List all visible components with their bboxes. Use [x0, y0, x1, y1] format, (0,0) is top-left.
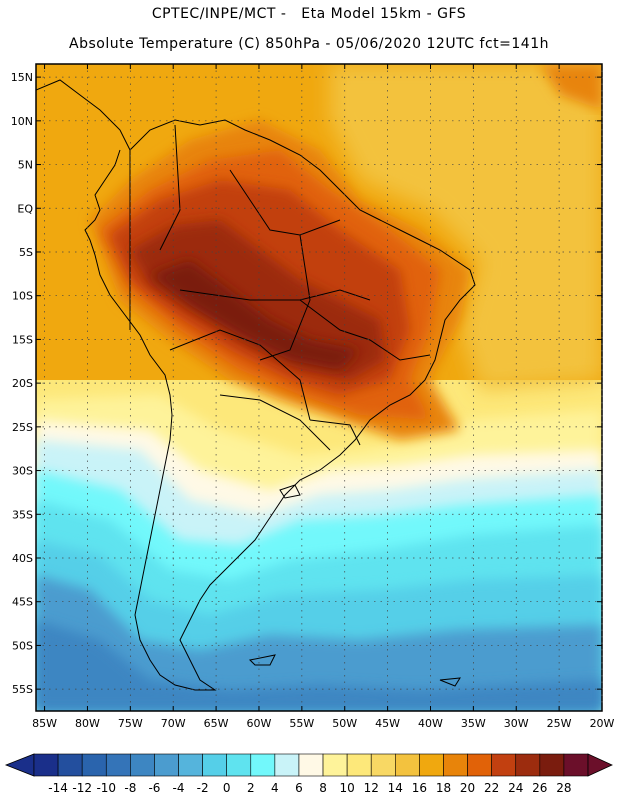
- legend-label: -12: [72, 781, 92, 795]
- longitude-label: 45W: [375, 717, 400, 730]
- legend-label: -4: [173, 781, 185, 795]
- latitude-label: 15N: [11, 71, 33, 84]
- longitude-label: 85W: [32, 717, 57, 730]
- legend-swatch: [491, 753, 517, 777]
- legend-swatch: [105, 753, 131, 777]
- legend-swatch: [370, 753, 396, 777]
- legend-max-arrow: [587, 753, 613, 777]
- legend-label: 20: [460, 781, 475, 795]
- legend-swatch: [515, 753, 541, 777]
- legend-label: 22: [484, 781, 499, 795]
- legend-swatch: [443, 753, 468, 777]
- legend-swatch: [57, 753, 83, 777]
- legend-label: 4: [271, 781, 279, 795]
- longitude-labels: 85W 80W 75W 70W 65W 60W 55W 50W 45W 40W 35W 30W 25W 2…: [32, 717, 614, 730]
- legend-label: -14: [48, 781, 68, 795]
- color-legend: -14 -12 -10 -8 -6 -4 -2 0 2 4 6 8 10 12 14 16 18 20 22 24 26…: [4, 753, 613, 795]
- longitude-label: 35W: [461, 717, 486, 730]
- legend-label: 16: [412, 781, 427, 795]
- legend-swatch: [154, 753, 179, 777]
- map-frame: [35, 63, 603, 712]
- legend-label: 26: [532, 781, 547, 795]
- latitude-label: EQ: [17, 202, 33, 215]
- longitude-label: 75W: [118, 717, 143, 730]
- coastlines: [36, 79, 476, 691]
- map-title: CPTEC/INPE/MCT - Eta Model 15km - GFS: [151, 6, 467, 22]
- legend-label: 8: [319, 781, 327, 795]
- latitude-label: 30S: [12, 465, 33, 478]
- axis-ticks: [36, 64, 603, 711]
- latitude-label: 5N: [18, 159, 33, 172]
- latitude-label: 25S: [12, 421, 33, 434]
- legend-min-arrow: [4, 753, 35, 777]
- legend-swatch: [298, 753, 324, 777]
- latitude-label: 45S: [12, 596, 33, 609]
- legend-label: 6: [295, 781, 303, 795]
- legend-swatch: [274, 753, 300, 777]
- longitude-label: 80W: [75, 717, 100, 730]
- legend-label: 2: [247, 781, 255, 795]
- longitude-label: 70W: [161, 717, 186, 730]
- legend-label: -8: [124, 781, 136, 795]
- legend-swatch: [250, 753, 276, 777]
- legend-label: 24: [508, 781, 523, 795]
- legend-label: 28: [556, 781, 571, 795]
- legend-swatch: [130, 753, 155, 777]
- legend-label: -2: [197, 781, 209, 795]
- legend-swatch: [539, 753, 565, 777]
- color-legend-labels: -14 -12 -10 -8 -6 -4 -2 0 2 4 6 8 10 12 14 16 18 20 22 24 26…: [48, 781, 571, 795]
- legend-swatch: [563, 753, 589, 777]
- latitude-label: 10N: [11, 115, 33, 128]
- latitude-label: 10S: [12, 290, 33, 303]
- longitude-label: 25W: [547, 717, 572, 730]
- latitude-label: 50S: [12, 639, 33, 652]
- legend-label: 10: [339, 781, 354, 795]
- legend-swatch: [467, 753, 492, 777]
- legend-swatch: [395, 753, 420, 777]
- latitude-label: 20S: [12, 377, 33, 390]
- legend-swatch: [33, 753, 59, 777]
- legend-label: -6: [148, 781, 160, 795]
- legend-swatch: [81, 753, 107, 777]
- legend-label: 12: [364, 781, 379, 795]
- temperature-field: [36, 64, 602, 711]
- latitude-label: 55S: [12, 683, 33, 696]
- latitude-label: 40S: [12, 552, 33, 565]
- longitude-label: 40W: [418, 717, 443, 730]
- legend-swatch: [346, 753, 372, 777]
- legend-label: 14: [388, 781, 403, 795]
- legend-label: 0: [223, 781, 231, 795]
- legend-swatch: [322, 753, 348, 777]
- latitude-label: 35S: [12, 508, 33, 521]
- longitude-label: 65W: [204, 717, 229, 730]
- latitude-labels: 15N 10N 5N EQ 5S 10S 15S 20S 25S 30S 35S 40S 45S 50S 5…: [11, 71, 34, 696]
- longitude-label: 55W: [289, 717, 314, 730]
- legend-swatch: [178, 753, 203, 777]
- legend-label: 18: [436, 781, 451, 795]
- map-subtitle: Absolute Temperature (C) 850hPa - 05/06/…: [69, 36, 549, 52]
- longitude-label: 60W: [247, 717, 272, 730]
- legend-swatch: [202, 753, 227, 777]
- legend-swatch: [419, 753, 444, 777]
- color-legend-swatches: [4, 753, 613, 777]
- temperature-map: 15N 10N 5N EQ 5S 10S 15S 20S 25S 30S 35S 40S 45S 50S 5…: [11, 63, 615, 730]
- longitude-label: 20W: [590, 717, 615, 730]
- legend-label: -10: [96, 781, 116, 795]
- longitude-label: 50W: [332, 717, 357, 730]
- longitude-label: 30W: [504, 717, 529, 730]
- latitude-label: 5S: [19, 246, 33, 259]
- latitude-label: 15S: [12, 333, 33, 346]
- legend-swatch: [226, 753, 252, 777]
